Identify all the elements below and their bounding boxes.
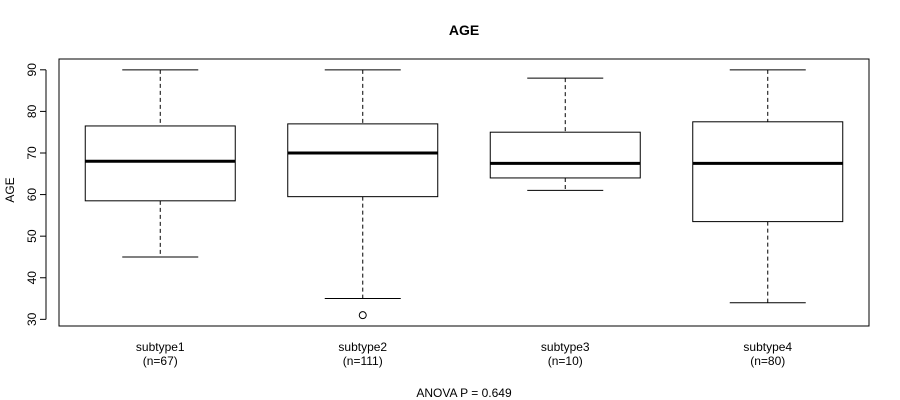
x-category-label: subtype2 [338, 340, 387, 354]
chart-title: AGE [449, 22, 479, 38]
y-axis: 30 40 50 60 70 80 90 [25, 63, 47, 326]
box-subtype1 [84, 69, 236, 258]
x-category-count: (n=67) [143, 354, 178, 368]
outlier-point [358, 311, 367, 320]
x-category-label: subtype3 [541, 340, 590, 354]
x-category-count: (n=10) [548, 354, 583, 368]
y-tick-label: 50 [25, 229, 39, 243]
y-tick-label: 40 [25, 271, 39, 285]
x-category-count: (n=111) [343, 354, 383, 368]
iqr-box [84, 125, 236, 202]
y-axis-label: AGE [3, 177, 17, 202]
x-category-label: subtype4 [743, 340, 792, 354]
iqr-box [489, 131, 641, 179]
plot-frame [58, 58, 870, 327]
box-subtype3 [489, 77, 641, 191]
x-category-label: subtype1 [136, 340, 185, 354]
x-axis-labels: subtype1(n=67)subtype2(n=111)subtype3(n=… [136, 340, 793, 368]
y-tick-label: 80 [25, 104, 39, 118]
box-subtype4 [692, 69, 844, 304]
iqr-box [692, 121, 844, 223]
iqr-box [287, 123, 439, 198]
y-tick-label: 70 [25, 146, 39, 160]
x-category-count: (n=80) [750, 354, 785, 368]
boxes [84, 69, 844, 320]
box-subtype2 [287, 69, 439, 320]
anova-p-value: ANOVA P = 0.649 [416, 386, 512, 400]
y-tick-label: 30 [25, 312, 39, 326]
y-tick-label: 90 [25, 63, 39, 77]
y-tick-label: 60 [25, 188, 39, 202]
